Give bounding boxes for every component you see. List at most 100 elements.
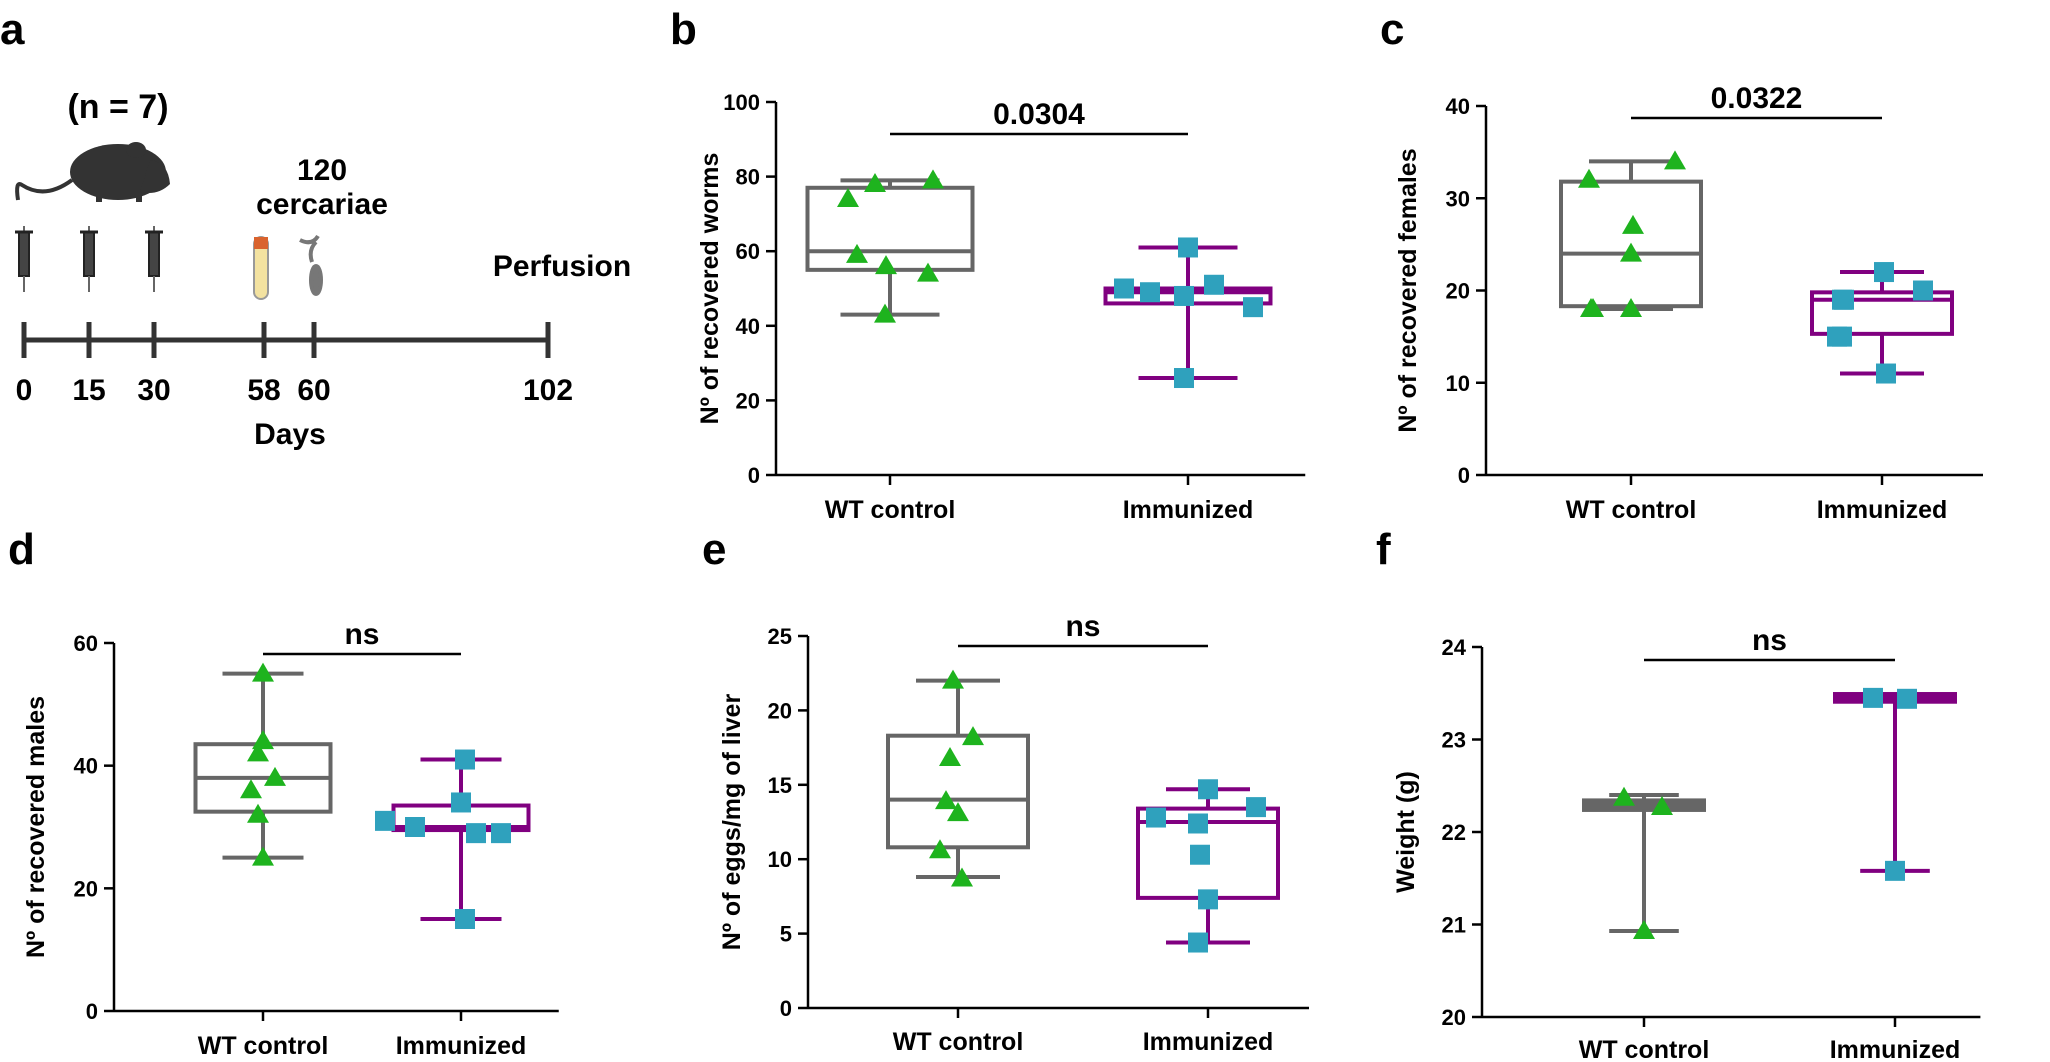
syringe-icon <box>15 226 33 292</box>
data-point-wt <box>1651 796 1673 816</box>
data-point-wt <box>947 802 969 822</box>
data-point-immunized <box>1832 289 1852 310</box>
x-tick-label: Immunized <box>396 1032 527 1060</box>
data-point-wt <box>1613 786 1635 806</box>
data-point-wt <box>1622 214 1644 234</box>
y-tick-label: 60 <box>74 631 98 656</box>
n-label: (n = 7) <box>67 88 168 126</box>
y-tick-label: 15 <box>768 773 792 798</box>
significance-label: ns <box>1752 624 1787 657</box>
data-point-wt <box>922 169 944 189</box>
data-point-wt <box>247 742 269 762</box>
panel-f-chart: 20 21 22 23 24 Weight (g) WT control Immunized n… <box>1392 624 1981 1062</box>
y-tick-label: 20 <box>736 388 760 413</box>
data-point-immunized <box>1832 326 1852 347</box>
panel-letter-b: b <box>670 5 697 54</box>
syringe-icon <box>145 226 163 292</box>
timeline-tick-label: 0 <box>16 374 33 407</box>
y-tick-label: 25 <box>768 624 792 649</box>
y-tick-label: 20 <box>1442 1005 1466 1030</box>
data-point-wt <box>939 747 961 767</box>
y-tick-label: 0 <box>748 463 760 488</box>
data-point-immunized <box>1174 285 1194 306</box>
data-point-immunized <box>1243 297 1263 318</box>
y-tick-label: 80 <box>736 165 760 190</box>
significance-label: 0.0322 <box>1711 82 1803 115</box>
timeline-tick-label: 102 <box>523 374 573 407</box>
y-tick-label: 21 <box>1442 913 1466 938</box>
data-point-wt <box>917 262 939 282</box>
timeline-tick-label: 58 <box>247 374 280 407</box>
data-point-immunized <box>1188 813 1208 834</box>
y-axis-label: Nº of eggs/mg of liver <box>718 694 746 951</box>
challenge-label-line2: cercariae <box>256 188 388 221</box>
timeline-ticks: 0 15 30 58 60 102 <box>16 322 573 407</box>
y-axis-label: Nº of recovered females <box>1394 148 1422 432</box>
syringe-icon <box>80 226 98 292</box>
data-point-immunized <box>1885 860 1905 881</box>
data-point-immunized <box>1246 797 1266 818</box>
y-tick-label: 100 <box>723 90 760 115</box>
data-point-immunized <box>1188 932 1208 953</box>
data-point-wt <box>935 790 957 810</box>
panel-d-chart: 0 20 40 60 Nº of recovered males WT control Im… <box>22 618 559 1060</box>
x-tick-label: WT control <box>198 1032 329 1060</box>
panel-b-chart: 0 20 40 60 80 100 Nº of recovered worms WT cont… <box>696 90 1306 524</box>
box <box>1810 290 1954 336</box>
panel-letter-f: f <box>1376 525 1391 574</box>
significance-label: 0.0304 <box>993 98 1085 131</box>
y-axis-label: Nº of recovered worms <box>696 153 724 425</box>
data-point-immunized <box>466 823 486 844</box>
panel-letter-d: d <box>8 525 35 574</box>
data-point-immunized <box>1114 278 1134 299</box>
data-point-wt <box>875 255 897 275</box>
data-point-immunized <box>1140 282 1160 303</box>
panel-letter-c: c <box>1380 5 1404 54</box>
data-point-immunized <box>1174 368 1194 389</box>
y-axis-label: Weight (g) <box>1392 771 1420 893</box>
y-tick-label: 0 <box>780 996 792 1021</box>
data-point-wt <box>1633 919 1655 939</box>
x-tick-label: Immunized <box>1830 1036 1961 1062</box>
data-point-immunized <box>1913 280 1933 301</box>
mouse-icon <box>15 142 170 202</box>
timeline-tick-label: 60 <box>297 374 330 407</box>
y-tick-label: 0 <box>1458 463 1470 488</box>
x-tick-label: Immunized <box>1143 1028 1274 1056</box>
data-point-wt <box>240 779 262 799</box>
x-tick-label: WT control <box>1579 1036 1710 1062</box>
data-point-wt <box>837 187 859 207</box>
box <box>886 733 1030 850</box>
data-point-wt <box>252 846 274 866</box>
data-point-immunized <box>1204 274 1224 295</box>
x-tick-label: WT control <box>1566 496 1697 524</box>
y-tick-label: 5 <box>780 922 792 947</box>
timeline-tick-label: 15 <box>72 374 105 407</box>
data-point-wt <box>1582 297 1604 317</box>
data-point-immunized <box>1863 687 1883 708</box>
data-point-immunized <box>1198 779 1218 800</box>
data-point-wt <box>247 803 269 823</box>
x-tick-label: Immunized <box>1817 496 1948 524</box>
significance-label: ns <box>1065 610 1100 643</box>
data-point-wt <box>874 303 896 323</box>
data-point-wt <box>942 669 964 689</box>
y-tick-label: 10 <box>1446 371 1470 396</box>
y-tick-label: 40 <box>736 314 760 339</box>
data-point-immunized <box>1178 237 1198 258</box>
data-point-immunized <box>1198 889 1218 910</box>
y-tick-label: 24 <box>1442 635 1467 660</box>
y-tick-label: 0 <box>86 999 98 1024</box>
panel-letter-e: e <box>702 525 726 574</box>
panel-letter-a: a <box>0 5 25 54</box>
x-tick-label: Immunized <box>1123 496 1254 524</box>
end-label: Perfusion <box>493 250 631 283</box>
data-point-immunized <box>1146 807 1166 828</box>
data-point-immunized <box>1874 262 1894 283</box>
tube-icon <box>253 236 269 300</box>
cercaria-icon <box>299 234 323 296</box>
data-point-wt <box>1664 150 1686 170</box>
data-point-immunized <box>375 810 395 831</box>
data-point-wt <box>264 766 286 786</box>
